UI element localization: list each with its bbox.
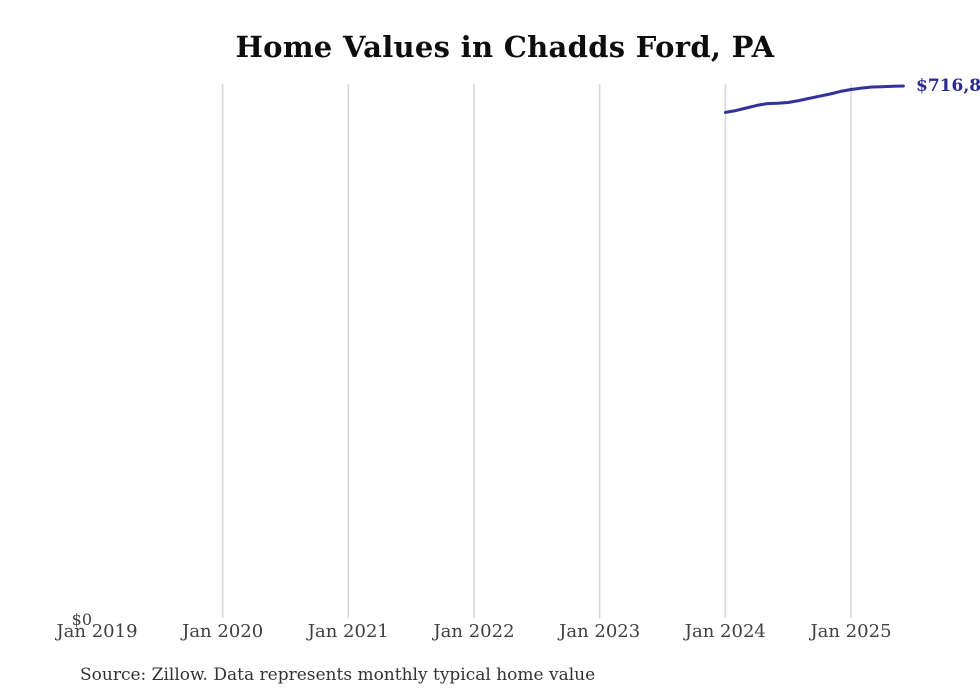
x-tick-label-2024: Jan 2024 xyxy=(684,621,766,642)
source-note: Source: Zillow. Data represents monthly … xyxy=(80,665,596,685)
x-tick-label-2025: Jan 2025 xyxy=(810,621,892,642)
x-tick-label-2022: Jan 2022 xyxy=(433,621,515,642)
chart-title: Home Values in Chadds Ford, PA xyxy=(235,30,775,64)
x-tick-label-2021: Jan 2021 xyxy=(307,621,389,642)
x-tick-label-2023: Jan 2023 xyxy=(559,621,641,642)
y-axis-zero-label: $0 xyxy=(71,610,92,629)
x-tick-label-2020: Jan 2020 xyxy=(182,621,264,642)
x-tick-label-2019: Jan 2019 xyxy=(56,621,138,642)
latest-value-label: $716,8 xyxy=(916,76,980,96)
home-value-line xyxy=(723,84,905,114)
